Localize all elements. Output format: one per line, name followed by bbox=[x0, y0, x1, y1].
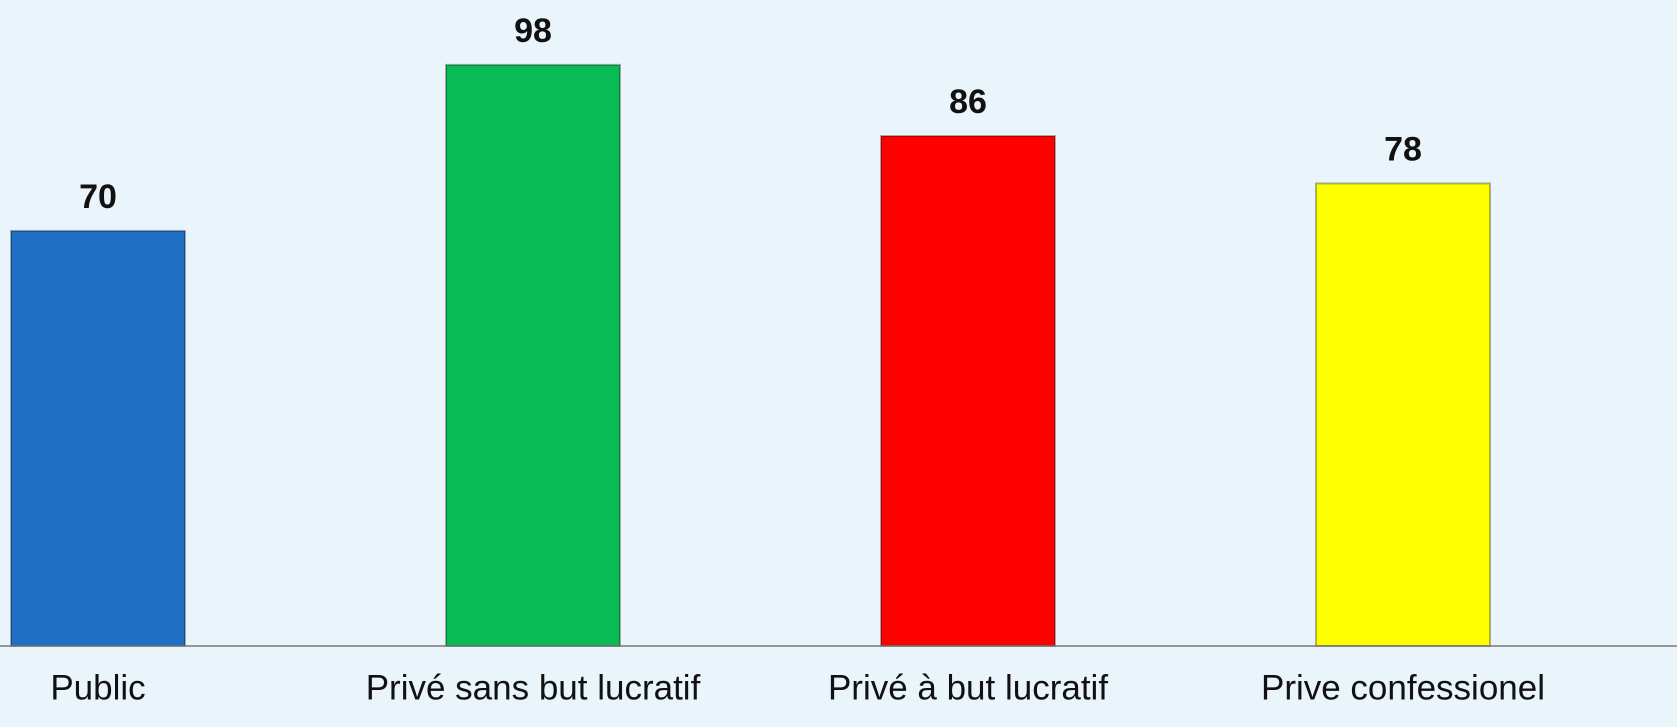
bar bbox=[880, 135, 1056, 648]
value-label: 86 bbox=[949, 83, 987, 121]
bar bbox=[10, 229, 186, 647]
x-tick-label: Prive confessionel bbox=[1261, 668, 1545, 707]
bar bbox=[1315, 182, 1491, 648]
value-label: 98 bbox=[514, 12, 552, 50]
x-tick-label: Public bbox=[50, 668, 145, 707]
bar bbox=[445, 63, 621, 648]
x-tick-label: Privé à but lucratif bbox=[828, 668, 1108, 707]
value-label: 70 bbox=[79, 178, 117, 216]
value-label: 78 bbox=[1384, 130, 1422, 168]
x-tick-label: Privé sans but lucratif bbox=[366, 668, 701, 707]
